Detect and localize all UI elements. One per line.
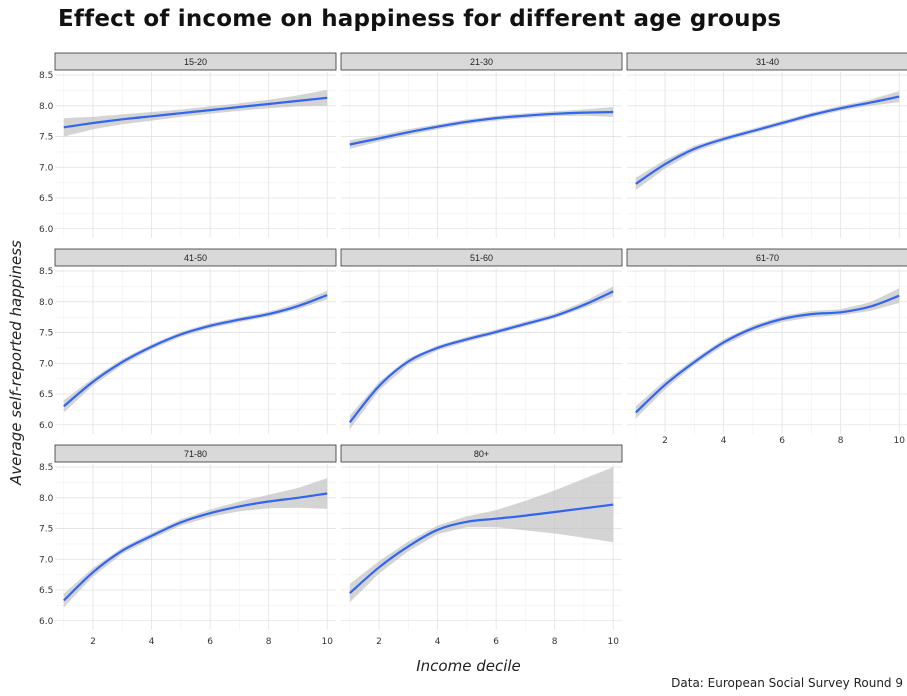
facet-strip-label: 21-30 (470, 57, 493, 67)
smoothed-trend-line (349, 503, 614, 594)
y-tick-label: 7.5 (39, 133, 53, 143)
facet-strip-label: 80+ (474, 449, 489, 459)
x-tick-label: 6 (493, 637, 499, 647)
facet-panel-71-80: 71-80 6.0 6.5 7.0 7.5 8.0 8.5 2 4 6 8 10 (39, 444, 337, 647)
y-tick-label: 7.5 (39, 329, 53, 339)
confidence-band (635, 91, 900, 190)
facet-strip-label: 15-20 (184, 57, 207, 67)
y-tick-label: 8.5 (39, 463, 53, 473)
confidence-band (635, 288, 900, 419)
smoothed-trend-line (348, 290, 614, 423)
facet-strip-label: 51-60 (470, 253, 493, 263)
y-tick-label: 8.5 (39, 267, 53, 277)
y-tick-label: 6.0 (39, 225, 54, 235)
facet-strip (54, 52, 337, 71)
confidence-band (349, 467, 614, 603)
y-tick-label: 8.0 (39, 494, 54, 504)
confidence-band (63, 478, 328, 608)
x-tick-label: 8 (266, 637, 272, 647)
x-tick-label: 4 (149, 637, 155, 647)
x-tick-label: 2 (376, 637, 382, 647)
facet-strip (340, 248, 623, 267)
facet-strip-label: 71-80 (184, 449, 207, 459)
confidence-band (349, 107, 614, 149)
x-tick-label: 4 (435, 637, 441, 647)
smoothed-trend-line (63, 294, 328, 408)
y-tick-label: 8.0 (39, 102, 54, 112)
y-tick-label: 6.5 (39, 390, 53, 400)
x-tick-label: 4 (721, 436, 727, 446)
facet-strip (626, 248, 907, 267)
x-tick-label: 2 (662, 436, 668, 446)
facet-strip-label: 61-70 (756, 253, 779, 263)
smoothed-trend-line (349, 110, 614, 146)
facet-strip (626, 52, 907, 71)
facet-panel-51-60: 51-60 (340, 248, 623, 434)
facet-panel-31-40: 31-40 (626, 52, 907, 238)
smoothed-trend-line (635, 95, 900, 185)
confidence-band (63, 290, 328, 413)
y-tick-label: 8.5 (39, 71, 53, 81)
facet-panel-61-70: 61-70 2 4 6 8 10 (626, 248, 907, 446)
data-source-caption: Data: European Social Survey Round 9 (671, 676, 903, 690)
chart-title: Effect of income on happiness for differ… (58, 6, 782, 32)
facet-strip (54, 444, 337, 463)
x-tick-label: 6 (779, 436, 785, 446)
y-tick-label: 6.0 (39, 617, 54, 627)
smoothed-trend-line (635, 294, 900, 414)
y-tick-label: 8.0 (39, 298, 54, 308)
facet-panel-41-50: 41-50 6.0 6.5 7.0 7.5 8.0 8.5 (39, 248, 337, 434)
facet-strip (54, 248, 337, 267)
facet-strip-label: 31-40 (756, 57, 779, 67)
x-axis-title: Income decile (416, 657, 521, 675)
x-tick-label: 6 (207, 637, 213, 647)
y-tick-label: 6.5 (39, 194, 53, 204)
x-tick-label: 8 (838, 436, 844, 446)
facet-strip-label: 41-50 (184, 253, 207, 263)
x-tick-label: 10 (607, 637, 619, 647)
y-tick-label: 7.0 (39, 163, 54, 173)
y-tick-label: 7.5 (39, 525, 53, 535)
x-tick-label: 10 (893, 436, 905, 446)
x-tick-label: 10 (321, 637, 333, 647)
facet-strip (340, 52, 623, 71)
facet-panel-80+: 80+ 2 4 6 8 10 (340, 444, 623, 647)
y-tick-label: 6.0 (39, 421, 54, 431)
smoothed-trend-line (63, 492, 328, 602)
y-tick-label: 7.0 (39, 359, 54, 369)
y-tick-label: 7.0 (39, 555, 54, 565)
confidence-band (63, 89, 328, 137)
smoothed-trend-line (63, 96, 328, 129)
x-tick-label: 2 (90, 637, 96, 647)
x-tick-label: 8 (552, 637, 558, 647)
facet-panel-15-20: 15-20 6.0 6.5 7.0 7.5 8.0 8.5 (39, 52, 337, 238)
facet-strip (340, 444, 623, 463)
y-tick-label: 6.5 (39, 586, 53, 596)
confidence-band (349, 286, 614, 430)
facet-panel-21-30: 21-30 (340, 52, 623, 238)
